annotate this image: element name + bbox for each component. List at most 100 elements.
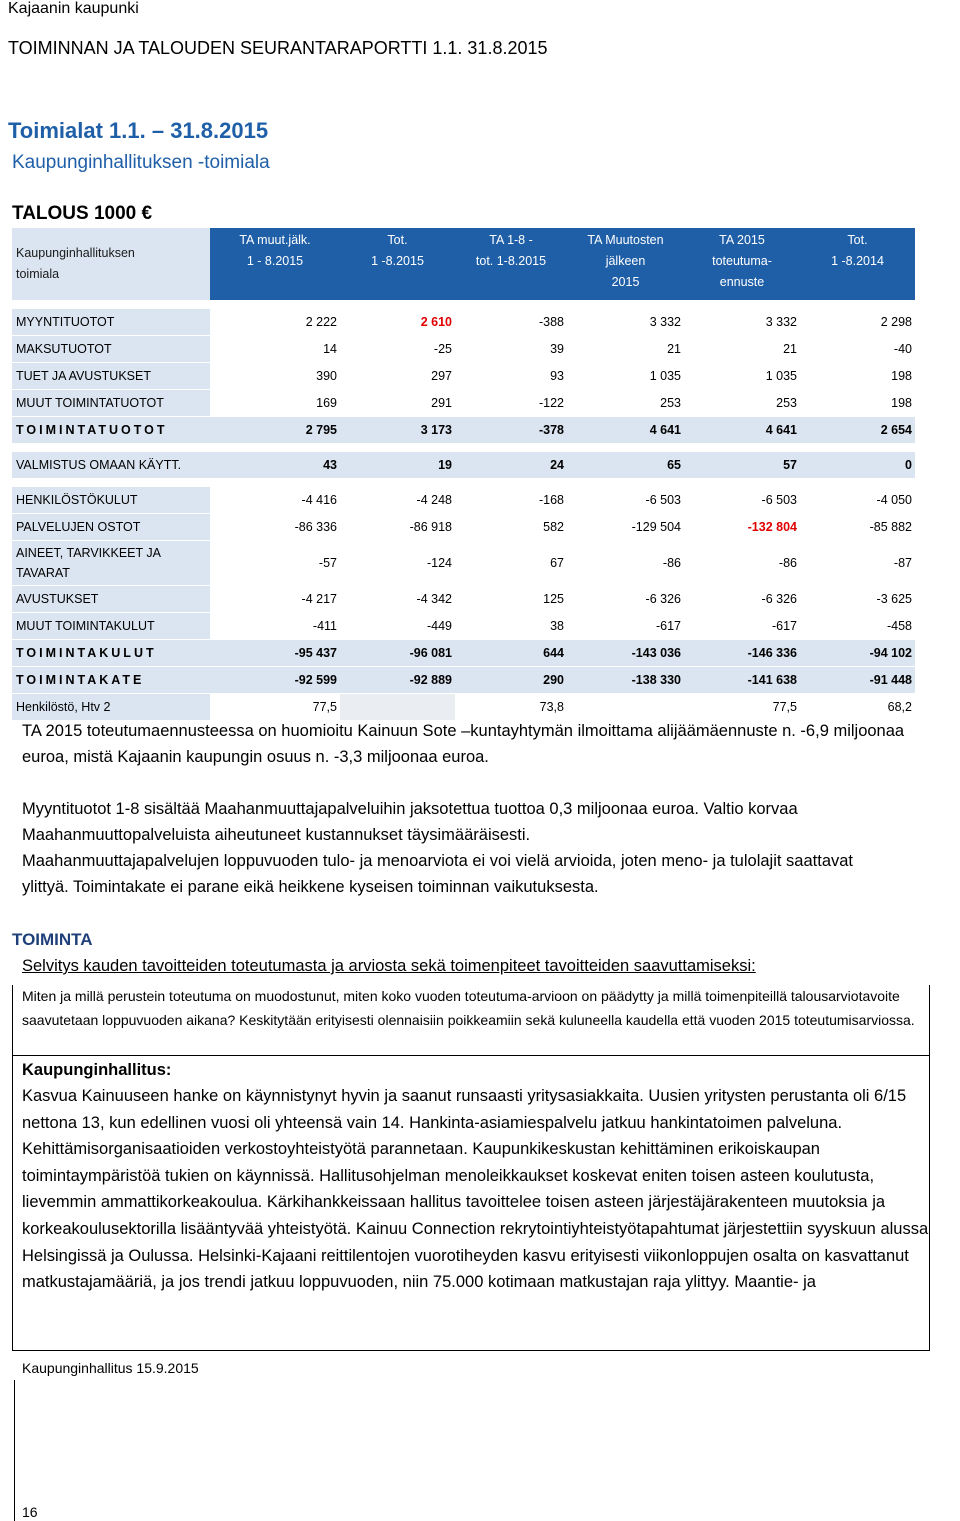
value-cell: -4 248 — [340, 487, 455, 514]
unit-label: TALOUS 1000 € — [12, 203, 153, 224]
header-row: Kaupunginhallituksen toimiala TA muut.jälk… — [12, 228, 915, 309]
header-line: Tot. — [387, 233, 408, 247]
value-cell: 2 654 — [800, 417, 915, 452]
header-line: TA 2015 — [719, 233, 765, 247]
value-cell: -57 — [210, 541, 340, 586]
value-cell — [567, 694, 684, 721]
value-cell: 14 — [210, 336, 340, 363]
page-number: 16 — [22, 1504, 38, 1520]
value-cell: 2 795 — [210, 417, 340, 452]
value-cell: -86 336 — [210, 514, 340, 541]
value-cell: 57 — [684, 452, 800, 487]
header-cell: Tot. 1 -8.2015 — [340, 228, 455, 309]
table-row: VALMISTUS OMAAN KÄYTT. 43 19 24 65 57 0 — [12, 452, 915, 487]
table-row: Henkilöstö, Htv 2 77,5 73,8 77,5 68,2 — [12, 694, 915, 721]
row-label: TOIMINTAKATE — [12, 667, 210, 694]
activity-body: Kasvua Kainuuseen hanke on käynnistynyt … — [22, 1087, 929, 1292]
table-row: TOIMINTATUOTOT 2 795 3 173 -378 4 641 4 641 2 … — [12, 417, 915, 452]
value-cell: -146 336 — [684, 640, 800, 667]
value-cell: -96 081 — [340, 640, 455, 667]
value-cell: -378 — [455, 417, 567, 452]
row-label: VALMISTUS OMAAN KÄYTT. — [12, 452, 210, 487]
report-title: TOIMINNAN JA TALOUDEN SEURANTARAPORTTI 1… — [8, 38, 548, 58]
value-cell: -86 — [567, 541, 684, 586]
table-row: MYYNTITUOTOT 2 222 2 610 -388 3 332 3 332 2 29… — [12, 309, 915, 336]
header-line: toimiala — [16, 267, 60, 281]
header-line: 1 -8.2015 — [371, 254, 424, 268]
value-cell: -91 448 — [800, 667, 915, 694]
header-cell: TA 1-8 - tot. 1-8.2015 — [455, 228, 567, 309]
value-cell: 4 641 — [684, 417, 800, 452]
value-cell: 21 — [684, 336, 800, 363]
value-cell: -132 804 — [684, 514, 800, 541]
activity-prompt: Selvitys kauden tavoitteiden toteutumast… — [22, 957, 756, 975]
header-line: tot. 1-8.2015 — [475, 254, 547, 268]
note: TA 2015 toteutumaennusteessa on huomioit… — [22, 722, 905, 766]
value-cell: 198 — [800, 363, 915, 390]
value-cell: -85 882 — [800, 514, 915, 541]
activity-question: Miten ja millä perustein toteutuma on mu… — [22, 988, 915, 1028]
header-line: 1 - 8.2015 — [246, 254, 304, 268]
value-cell: 297 — [340, 363, 455, 390]
header-line: Kaupunginhallituksen — [16, 246, 135, 260]
activity-box — [12, 985, 930, 1351]
value-cell: 644 — [455, 640, 567, 667]
table-row: PALVELUJEN OSTOT -86 336 -86 918 582 -129 50… — [12, 514, 915, 541]
table-row: MAKSUTUOTOT 14 -25 39 21 21 -40 — [12, 336, 915, 363]
value-cell: 39 — [455, 336, 567, 363]
value-cell: 253 — [684, 390, 800, 417]
table-row: MUUT TOIMINTATUOTOT 169 291 -122 253 253 198 — [12, 390, 915, 417]
header-line: toteutuma- — [712, 254, 772, 268]
value-cell: -449 — [340, 613, 455, 640]
value-cell: 93 — [455, 363, 567, 390]
row-label: MAKSUTUOTOT — [12, 336, 210, 363]
row-label: MUUT TOIMINTAKULUT — [12, 613, 210, 640]
section-subtitle: Kaupunginhallituksen -toimiala — [12, 152, 270, 173]
row-label: TOIMINTATUOTOT — [12, 417, 210, 452]
value-cell: -92 889 — [340, 667, 455, 694]
row-label: MYYNTITUOTOT — [12, 309, 210, 336]
value-cell: -411 — [210, 613, 340, 640]
value-cell: 38 — [455, 613, 567, 640]
header-cell: Kaupunginhallituksen toimiala — [12, 228, 210, 309]
header-cell: TA Muutosten jälkeen 2015 — [567, 228, 684, 309]
value-cell: 19 — [340, 452, 455, 487]
value-cell: -6 503 — [567, 487, 684, 514]
value-cell: -40 — [800, 336, 915, 363]
value-cell: 2 222 — [210, 309, 340, 336]
value-cell — [340, 694, 455, 721]
value-cell: -94 102 — [800, 640, 915, 667]
activity-subheading: Kaupunginhallitus: — [22, 1061, 172, 1079]
header-line: TA 1-8 - — [489, 233, 533, 247]
value-cell: 253 — [567, 390, 684, 417]
table-body: Kaupunginhallituksen toimiala TA muut.jälk… — [12, 228, 915, 721]
value-cell: -4 217 — [210, 586, 340, 613]
section-title: Toimialat 1.1. – 31.8.2015 — [8, 118, 269, 143]
value-cell: 2 298 — [800, 309, 915, 336]
table-row: TOIMINTAKATE -92 599 -92 889 290 -138 330 -14… — [12, 667, 915, 694]
table-row: TUET JA AVUSTUKSET 390 297 93 1 035 1 035 198 — [12, 363, 915, 390]
value-cell: 68,2 — [800, 694, 915, 721]
note: Maahanmuuttajapalvelujen loppuvuoden tul… — [22, 852, 854, 896]
table-row: AVUSTUKSET -4 217 -4 342 125 -6 326 -6 326 -3 … — [12, 586, 915, 613]
value-cell: 65 — [567, 452, 684, 487]
value-cell: -25 — [340, 336, 455, 363]
value-cell: 4 641 — [567, 417, 684, 452]
value-cell: 169 — [210, 390, 340, 417]
value-cell: 582 — [455, 514, 567, 541]
value-cell: 3 332 — [567, 309, 684, 336]
org-name: Kajaanin kaupunki — [8, 0, 139, 17]
value-cell: -129 504 — [567, 514, 684, 541]
value-cell: -4 342 — [340, 586, 455, 613]
finance-table: Kaupunginhallituksen toimiala TA muut.jälk… — [12, 228, 915, 721]
value-cell: 2 610 — [340, 309, 455, 336]
header-line: TA Muutosten — [587, 233, 664, 247]
header-cell: TA muut.jälk. 1 - 8.2015 — [210, 228, 340, 309]
value-cell: 73,8 — [455, 694, 567, 721]
value-cell: 198 — [800, 390, 915, 417]
value-cell: 390 — [210, 363, 340, 390]
value-cell: -617 — [684, 613, 800, 640]
value-cell: -617 — [567, 613, 684, 640]
value-cell: 77,5 — [210, 694, 340, 721]
value-cell: -138 330 — [567, 667, 684, 694]
